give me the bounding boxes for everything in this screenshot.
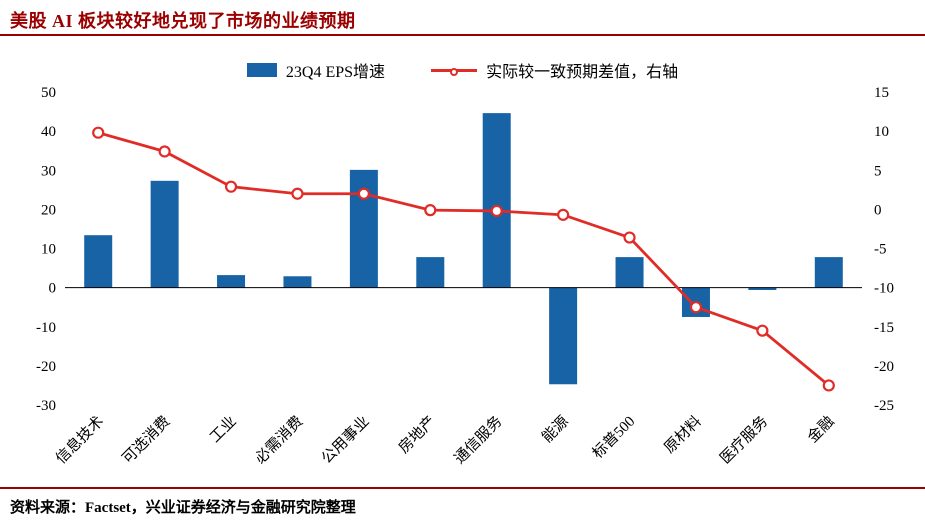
x-axis-category-label: 房地产 xyxy=(395,413,439,457)
line-marker-icon xyxy=(450,67,459,76)
surprise-line-marker xyxy=(822,379,835,392)
right-axis-tick-label: -15 xyxy=(874,320,894,336)
eps-growth-bar xyxy=(615,257,644,288)
right-axis-tick-label: -25 xyxy=(874,398,894,414)
bar-series-swatch-icon xyxy=(246,63,277,77)
surprise-line xyxy=(97,131,830,387)
legend: 23Q4 EPS增速 实际较一致预期差值，右轴 xyxy=(0,58,925,82)
x-axis-category-label: 标普500 xyxy=(589,413,638,462)
left-axis-tick-label: 40 xyxy=(41,124,56,140)
surprise-line-marker xyxy=(689,301,703,314)
surprise-line-marker xyxy=(490,204,503,218)
x-axis-category-label: 可选消费 xyxy=(119,413,173,467)
left-axis-tick-label: 10 xyxy=(41,242,56,258)
page-title: 美股 AI 板块较好地兑现了市场的业绩预期 xyxy=(10,11,356,31)
surprise-line-marker xyxy=(92,126,105,139)
eps-growth-bar xyxy=(283,276,312,288)
surprise-line-marker xyxy=(158,145,171,158)
eps-growth-bar xyxy=(416,257,445,288)
x-axis-category-label: 能源 xyxy=(539,413,572,446)
left-axis-tick-label: -30 xyxy=(36,398,56,414)
right-axis-tick-label: -5 xyxy=(874,242,887,258)
x-axis-category-label: 原材料 xyxy=(661,413,705,457)
x-axis-category-label: 信息技术 xyxy=(53,413,107,467)
legend-item-bar-series: 23Q4 EPS增速 xyxy=(246,58,386,82)
right-axis-tick-label: 15 xyxy=(874,86,889,101)
right-axis-tick-label: -10 xyxy=(874,281,894,297)
left-axis-tick-label: -10 xyxy=(36,320,56,336)
bar-series-label: 23Q4 EPS增速 xyxy=(285,64,386,81)
eps-growth-bar xyxy=(814,257,843,288)
left-axis-tick-label: 30 xyxy=(41,163,56,179)
eps-growth-bar xyxy=(482,113,511,288)
surprise-line-marker xyxy=(357,187,370,200)
x-axis-category-label: 金融 xyxy=(804,413,837,446)
eps-growth-bar xyxy=(150,180,179,288)
right-axis-tick-label: 0 xyxy=(874,202,882,218)
eps-growth-bar xyxy=(748,287,777,290)
eps-growth-bar xyxy=(84,235,113,288)
x-axis-category-label: 医疗服务 xyxy=(717,413,771,467)
left-axis-tick-label: 0 xyxy=(49,281,57,297)
x-axis-category-label: 工业 xyxy=(207,413,240,446)
x-axis-category-label: 通信服务 xyxy=(451,413,505,467)
source-note: 资料来源：Factset，兴业证券经济与金融研究院整理 xyxy=(10,500,356,516)
x-axis-category-label: 公用事业 xyxy=(318,413,372,467)
x-axis-category-label: 必需消费 xyxy=(252,413,306,467)
left-axis-tick-label: 20 xyxy=(41,202,56,218)
eps-growth-bar xyxy=(217,275,246,288)
line-series-label: 实际较一致预期差值，右轴 xyxy=(486,64,679,81)
left-axis-tick-label: -20 xyxy=(36,359,56,375)
left-axis-tick-label: 50 xyxy=(41,86,56,101)
surprise-line-marker xyxy=(224,180,238,193)
right-axis-tick-label: 10 xyxy=(874,124,889,140)
title-underline-rule xyxy=(0,34,925,36)
footer-rule xyxy=(0,487,925,489)
right-axis-tick-label: -20 xyxy=(874,359,894,375)
right-axis-tick-label: 5 xyxy=(874,163,882,179)
eps-growth-bar xyxy=(349,169,378,288)
surprise-line-marker xyxy=(557,208,570,221)
surprise-line-marker xyxy=(291,187,304,200)
legend-item-line-series: 实际较一致预期差值，右轴 xyxy=(431,58,678,82)
surprise-line-marker xyxy=(756,324,769,337)
surprise-line-marker xyxy=(623,231,636,244)
surprise-line-marker xyxy=(424,204,437,217)
eps-growth-bar xyxy=(549,287,578,385)
line-series-swatch-icon xyxy=(431,67,478,76)
dual-axis-bar-line-chart: 50403020100-10-20-30151050-5-10-15-20-25… xyxy=(36,86,894,467)
